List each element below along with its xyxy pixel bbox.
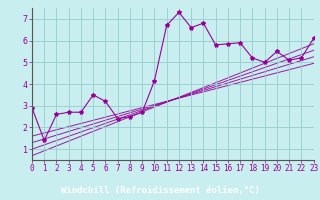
Text: Windchill (Refroidissement éolien,°C): Windchill (Refroidissement éolien,°C) [60, 186, 260, 196]
